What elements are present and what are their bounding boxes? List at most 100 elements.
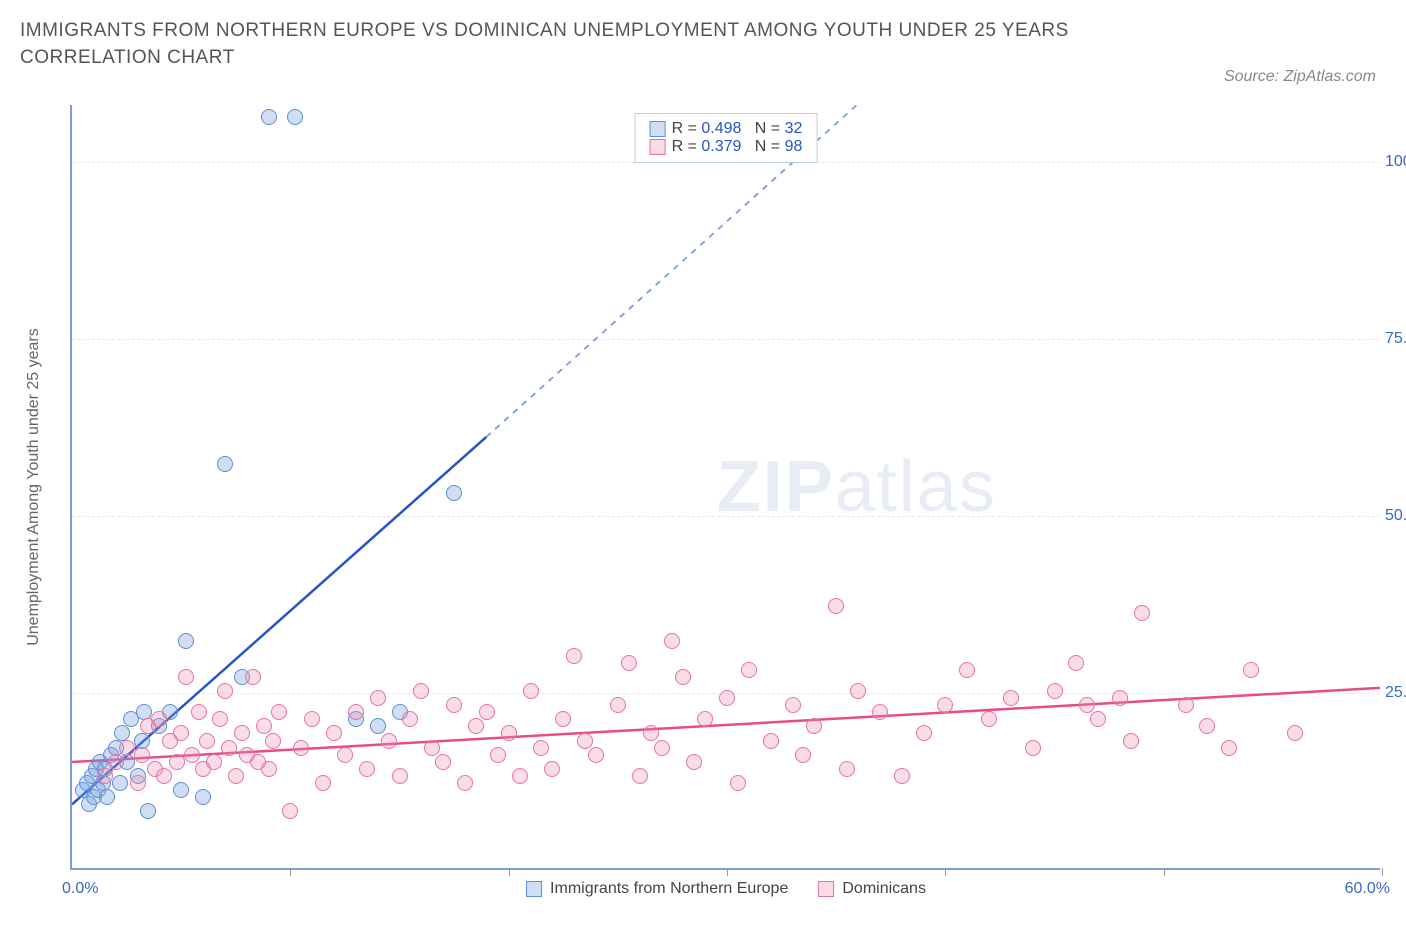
data-point (795, 747, 811, 763)
data-point (664, 633, 680, 649)
data-point (370, 718, 386, 734)
data-point (512, 768, 528, 784)
data-point (446, 697, 462, 713)
y-tick-label: 25.0% (1385, 684, 1406, 702)
data-point (381, 733, 397, 749)
data-point (173, 725, 189, 741)
data-point (675, 669, 691, 685)
data-point (112, 775, 128, 791)
data-point (643, 725, 659, 741)
data-point (686, 754, 702, 770)
x-tick (945, 868, 946, 876)
data-point (282, 803, 298, 819)
data-point (413, 683, 429, 699)
data-point (184, 747, 200, 763)
data-point (217, 683, 233, 699)
data-point (370, 690, 386, 706)
data-point (1199, 718, 1215, 734)
data-point (457, 775, 473, 791)
data-point (151, 711, 167, 727)
stats-text: R = 0.379 N = 98 (672, 138, 803, 156)
data-point (1068, 655, 1084, 671)
legend-swatch (650, 121, 666, 137)
legend-swatch (818, 881, 834, 897)
data-point (221, 740, 237, 756)
data-point (169, 754, 185, 770)
x-tick (290, 868, 291, 876)
x-min-label: 0.0% (62, 880, 98, 898)
chart-title: IMMIGRANTS FROM NORTHERN EUROPE VS DOMIN… (20, 18, 1120, 71)
data-point (981, 711, 997, 727)
data-point (178, 669, 194, 685)
y-tick-label: 50.0% (1385, 507, 1406, 525)
data-point (156, 768, 172, 784)
data-point (839, 761, 855, 777)
data-point (1025, 740, 1041, 756)
data-point (828, 598, 844, 614)
data-point (212, 711, 228, 727)
data-point (566, 648, 582, 664)
stats-legend: R = 0.498 N = 32R = 0.379 N = 98 (635, 113, 818, 163)
legend-swatch (526, 881, 542, 897)
data-point (501, 725, 517, 741)
data-point (245, 669, 261, 685)
data-point (234, 725, 250, 741)
x-tick (509, 868, 510, 876)
data-point (523, 683, 539, 699)
data-point (287, 109, 303, 125)
data-point (610, 697, 626, 713)
data-point (806, 718, 822, 734)
data-point (479, 704, 495, 720)
data-point (228, 768, 244, 784)
data-point (173, 782, 189, 798)
data-point (719, 690, 735, 706)
legend-swatch (650, 139, 666, 155)
gridline (72, 516, 1380, 517)
data-point (555, 711, 571, 727)
data-point (271, 704, 287, 720)
data-point (315, 775, 331, 791)
stats-text: R = 0.498 N = 32 (672, 120, 803, 138)
data-point (872, 704, 888, 720)
legend-item: Dominicans (818, 880, 926, 898)
data-point (130, 775, 146, 791)
x-max-label: 60.0% (1345, 880, 1390, 898)
data-point (134, 747, 150, 763)
data-point (588, 747, 604, 763)
gridline (72, 339, 1380, 340)
data-point (1178, 697, 1194, 713)
data-point (1047, 683, 1063, 699)
data-point (1221, 740, 1237, 756)
data-point (97, 768, 113, 784)
data-point (697, 711, 713, 727)
data-point (191, 704, 207, 720)
data-point (348, 704, 364, 720)
stats-row: R = 0.498 N = 32 (650, 120, 803, 138)
x-tick (1164, 868, 1165, 876)
data-point (632, 768, 648, 784)
data-point (621, 655, 637, 671)
data-point (195, 789, 211, 805)
data-point (261, 109, 277, 125)
data-point (1003, 690, 1019, 706)
legend-item: Immigrants from Northern Europe (526, 880, 788, 898)
data-point (1134, 605, 1150, 621)
data-point (359, 761, 375, 777)
data-point (763, 733, 779, 749)
data-point (217, 456, 233, 472)
data-point (916, 725, 932, 741)
data-point (741, 662, 757, 678)
data-point (468, 718, 484, 734)
data-point (533, 740, 549, 756)
data-point (435, 754, 451, 770)
data-point (206, 754, 222, 770)
data-point (293, 740, 309, 756)
data-point (577, 733, 593, 749)
data-point (304, 711, 320, 727)
stats-row: R = 0.379 N = 98 (650, 138, 803, 156)
data-point (1243, 662, 1259, 678)
x-tick (727, 868, 728, 876)
data-point (199, 733, 215, 749)
source-attribution: Source: ZipAtlas.com (1224, 68, 1376, 86)
scatter-plot: ZIPatlas 25.0%50.0%75.0%100.0% R = 0.498… (70, 105, 1380, 870)
